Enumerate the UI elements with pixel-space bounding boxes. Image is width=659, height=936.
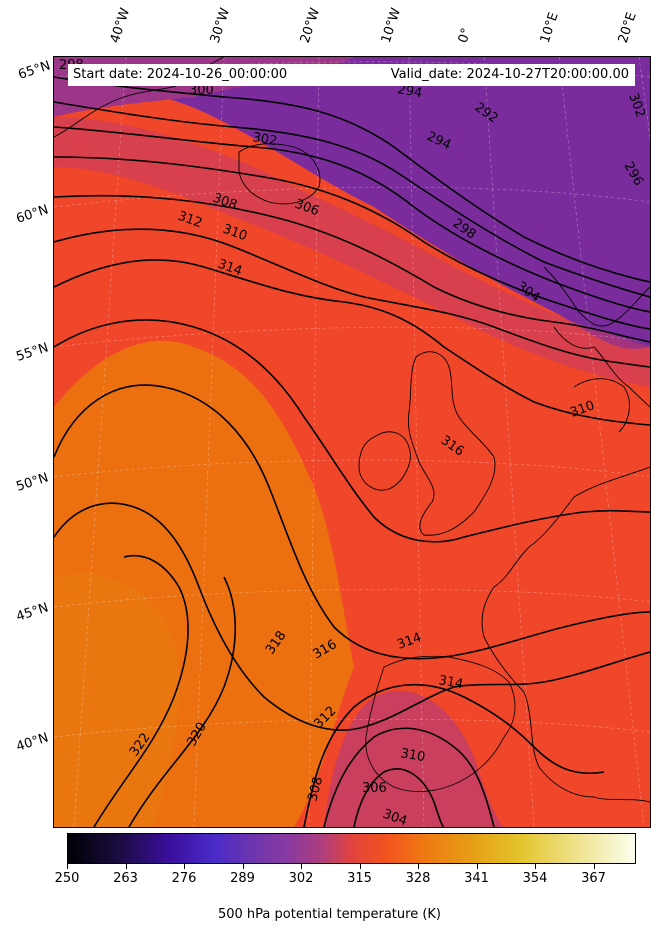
- latitude-label: 40°N: [14, 730, 51, 755]
- valid-date-label: Valid_date: 2024-10-27T20:00:00.00: [390, 67, 629, 82]
- colorbar-tick-label: 276: [171, 871, 197, 886]
- contour-label: 314: [437, 673, 464, 692]
- contour-label: 310: [399, 746, 426, 765]
- contour-label: 306: [362, 781, 387, 796]
- colorbar-tick: [359, 864, 361, 869]
- contour-label: 294: [396, 82, 423, 101]
- colorbar-title: 500 hPa potential temperature (K): [217, 907, 441, 922]
- colorbar-tick-label: 289: [230, 871, 255, 886]
- latitude-label: 65°N: [16, 58, 53, 83]
- colorbar-tick-label: 250: [54, 871, 80, 886]
- longitude-label: 10°E: [537, 10, 562, 46]
- colorbar-tick-label: 367: [581, 871, 606, 886]
- colorbar-tick: [242, 864, 244, 869]
- colorbar-tick-label: 302: [288, 871, 314, 886]
- longitude-label: 20°E: [615, 10, 640, 46]
- potential-temperature-map: 300 298 302 294 292 294 296 298 306 308 …: [54, 57, 650, 827]
- latitude-label: 45°N: [14, 600, 51, 625]
- start-date-label: Start date: 2024-10-26_00:00:00: [73, 67, 288, 82]
- longitude-label: 30°W: [207, 6, 234, 45]
- longitude-label: 20°W: [297, 6, 324, 45]
- colorbar-tick: [418, 864, 419, 869]
- field-cold-ne: [54, 57, 650, 349]
- longitude-label: 10°W: [378, 6, 405, 45]
- colorbar-tick-label: 341: [464, 871, 489, 886]
- contour-label: 302: [251, 130, 278, 149]
- colorbar-tick: [67, 864, 68, 869]
- contour-label: 300: [189, 83, 214, 98]
- longitude-label: 0°: [455, 26, 475, 45]
- field-transition: [54, 117, 650, 387]
- info-bar: Start date: 2024-10-26_00:00:00 Valid_da…: [68, 64, 635, 86]
- map-panel[interactable]: 300 298 302 294 292 294 296 298 306 308 …: [53, 56, 651, 828]
- colorbar: [67, 833, 636, 864]
- colorbar-tick: [476, 864, 478, 869]
- colorbar-tick: [184, 864, 185, 869]
- contour-label: 304: [381, 807, 409, 827]
- longitude-label: 40°W: [107, 6, 134, 45]
- colorbar-tick: [535, 864, 536, 869]
- colorbar-tick: [593, 864, 595, 869]
- colorbar-tick-label: 328: [405, 871, 431, 886]
- contour-label: 308: [305, 775, 326, 803]
- colorbar-tick: [125, 864, 127, 869]
- colorbar-tick: [301, 864, 302, 869]
- colorbar-tick-label: 315: [347, 871, 372, 886]
- field-warmest: [54, 573, 180, 827]
- colorbar-tick-label: 263: [113, 871, 138, 886]
- contour-lines: [54, 76, 650, 827]
- colorbar-tick-label: 354: [522, 871, 548, 886]
- latitude-label: 55°N: [14, 340, 51, 365]
- latitude-label: 60°N: [14, 202, 51, 227]
- latitude-label: 50°N: [14, 470, 51, 495]
